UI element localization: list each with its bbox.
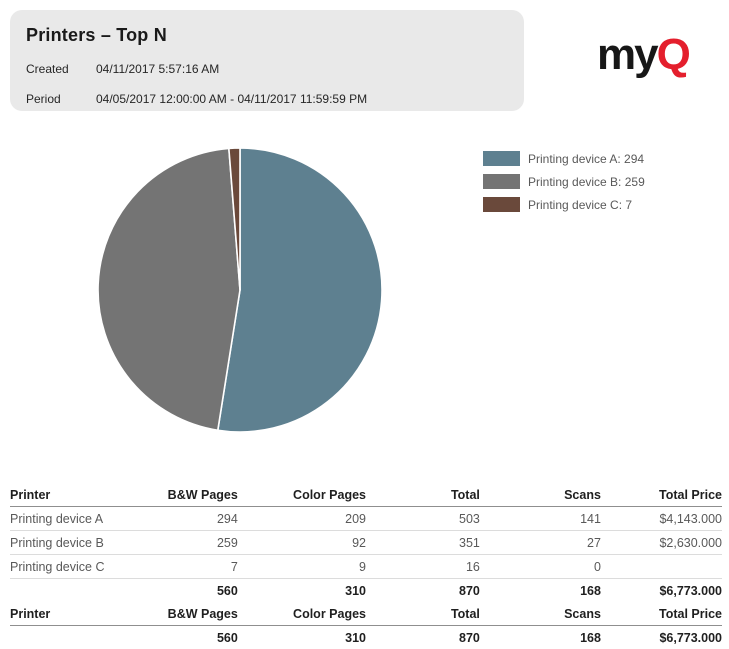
legend-item-device-c: Printing device C: 7 (483, 197, 645, 212)
summary-totals-printer (10, 626, 160, 649)
period-label: Period (26, 92, 96, 106)
col-header-total: Total (366, 483, 480, 507)
myq-logo: myQ (597, 33, 689, 77)
cell-color-pages: 9 (238, 555, 366, 579)
pie-chart-section: Printing device A: 294 Printing device B… (0, 120, 729, 470)
totals-total: 870 (366, 579, 480, 603)
legend-label-device-c: Printing device C: 7 (528, 198, 632, 212)
col-header-color-pages: Color Pages (238, 483, 366, 507)
summary-totals-total: 870 (366, 626, 480, 649)
cell-total-price: $4,143.000 (601, 507, 722, 531)
pie-chart (97, 147, 383, 433)
totals-total-price: $6,773.000 (601, 579, 722, 603)
table-row-device-c: Printing device C 7 9 16 0 (10, 555, 722, 579)
cell-printer: Printing device C (10, 555, 160, 579)
totals-printer (10, 579, 160, 603)
pie-slice-printing-device-a (218, 148, 382, 432)
period-row: Period 04/05/2017 12:00:00 AM - 04/11/20… (26, 92, 508, 106)
legend-swatch-device-b (483, 174, 520, 189)
cell-total: 503 (366, 507, 480, 531)
cell-bw-pages: 7 (160, 555, 238, 579)
col-header-scans: Scans (480, 483, 601, 507)
created-value: 04/11/2017 5:57:16 AM (96, 62, 219, 76)
created-label: Created (26, 62, 96, 76)
legend-label-device-a: Printing device A: 294 (528, 152, 644, 166)
table-row-device-b: Printing device B 259 92 351 27 $2,630.0… (10, 531, 722, 555)
summary-totals-color-pages: 310 (238, 626, 366, 649)
cell-total: 351 (366, 531, 480, 555)
printers-table: Printer B&W Pages Color Pages Total Scan… (10, 483, 722, 649)
summary-col-printer: Printer (10, 602, 160, 626)
summary-totals-bw-pages: 560 (160, 626, 238, 649)
col-header-total-price: Total Price (601, 483, 722, 507)
myq-logo-q: Q (657, 30, 689, 79)
cell-scans: 27 (480, 531, 601, 555)
table-totals-row: 560 310 870 168 $6,773.000 (10, 579, 722, 603)
pie-slice-printing-device-b (98, 148, 240, 430)
cell-bw-pages: 259 (160, 531, 238, 555)
created-row: Created 04/11/2017 5:57:16 AM (26, 62, 508, 76)
cell-color-pages: 209 (238, 507, 366, 531)
cell-total-price (601, 555, 722, 579)
table-header-row: Printer B&W Pages Color Pages Total Scan… (10, 483, 722, 507)
cell-scans: 141 (480, 507, 601, 531)
totals-color-pages: 310 (238, 579, 366, 603)
legend-label-device-b: Printing device B: 259 (528, 175, 645, 189)
totals-bw-pages: 560 (160, 579, 238, 603)
myq-logo-my: my (597, 30, 657, 79)
legend-swatch-device-a (483, 151, 520, 166)
totals-scans: 168 (480, 579, 601, 603)
report-header-card: Printers – Top N Created 04/11/2017 5:57… (10, 10, 524, 111)
summary-col-total: Total (366, 602, 480, 626)
col-header-bw-pages: B&W Pages (160, 483, 238, 507)
cell-printer: Printing device B (10, 531, 160, 555)
period-value: 04/05/2017 12:00:00 AM - 04/11/2017 11:5… (96, 92, 367, 106)
page-title: Printers – Top N (26, 25, 508, 46)
summary-totals-scans: 168 (480, 626, 601, 649)
cell-color-pages: 92 (238, 531, 366, 555)
table-row-device-a: Printing device A 294 209 503 141 $4,143… (10, 507, 722, 531)
legend-swatch-device-c (483, 197, 520, 212)
cell-printer: Printing device A (10, 507, 160, 531)
cell-total: 16 (366, 555, 480, 579)
col-header-printer: Printer (10, 483, 160, 507)
chart-legend: Printing device A: 294 Printing device B… (483, 151, 645, 220)
cell-bw-pages: 294 (160, 507, 238, 531)
cell-scans: 0 (480, 555, 601, 579)
summary-totals-row: 560 310 870 168 $6,773.000 (10, 626, 722, 649)
legend-item-device-a: Printing device A: 294 (483, 151, 645, 166)
legend-item-device-b: Printing device B: 259 (483, 174, 645, 189)
summary-col-bw-pages: B&W Pages (160, 602, 238, 626)
summary-header-row: Printer B&W Pages Color Pages Total Scan… (10, 602, 722, 626)
summary-totals-total-price: $6,773.000 (601, 626, 722, 649)
summary-col-scans: Scans (480, 602, 601, 626)
summary-col-color-pages: Color Pages (238, 602, 366, 626)
summary-col-total-price: Total Price (601, 602, 722, 626)
cell-total-price: $2,630.000 (601, 531, 722, 555)
